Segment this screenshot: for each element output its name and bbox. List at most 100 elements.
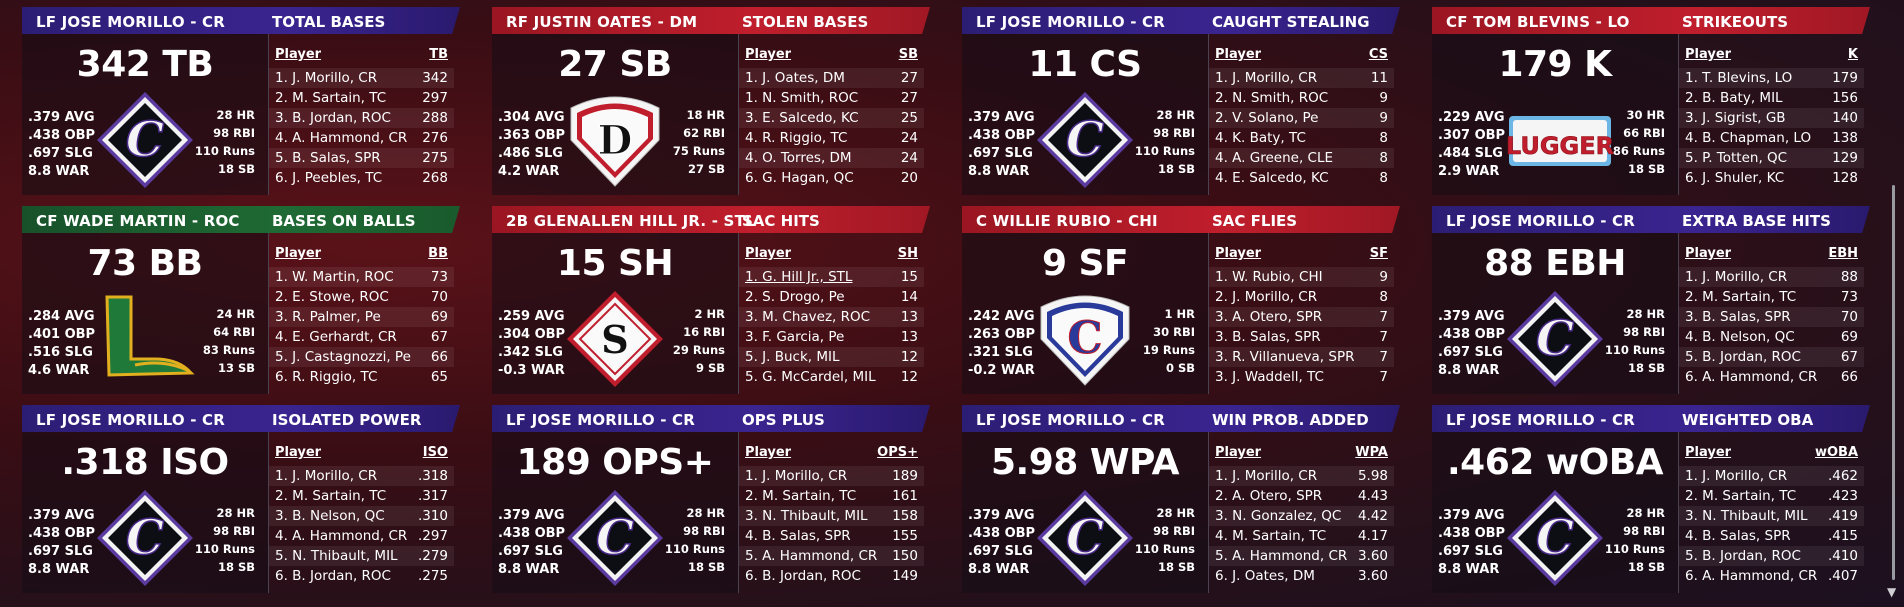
header-player[interactable]: LF JOSE MORILLO - CR — [976, 13, 1166, 31]
column-player[interactable]: Player — [745, 246, 792, 261]
column-stat[interactable]: K — [1847, 47, 1858, 62]
column-stat[interactable]: WPA — [1355, 445, 1388, 460]
leader-row[interactable]: 2. A. Otero, SPR 4.43 — [1209, 486, 1394, 506]
column-player[interactable]: Player — [1685, 445, 1732, 460]
leader-row[interactable]: 6. J. Shuler, KC 128 — [1679, 168, 1864, 188]
leader-row[interactable]: 4. A. Hammond, CR .297 — [269, 526, 454, 546]
leader-row[interactable]: 4. A. Hammond, CR 276 — [269, 128, 454, 148]
column-player[interactable]: Player — [1215, 47, 1262, 62]
leader-row[interactable]: 5. B. Jordan, ROC .410 — [1679, 546, 1864, 566]
leader-row[interactable]: 2. M. Sartain, TC 161 — [739, 486, 924, 506]
column-stat[interactable]: SH — [897, 246, 918, 261]
scroll-down-arrow-icon[interactable]: ▼ — [1887, 585, 1897, 599]
column-player[interactable]: Player — [275, 246, 322, 261]
leader-row[interactable]: 4. E. Salcedo, KC 8 — [1209, 168, 1394, 188]
column-player[interactable]: Player — [275, 445, 322, 460]
leader-card[interactable]: 2B GLENALLEN HILL JR. - STL SAC HITS 15 SH… — [492, 206, 930, 394]
leader-row[interactable]: 4. B. Nelson, QC 69 — [1679, 327, 1864, 347]
leader-row[interactable]: 6. J. Oates, DM 3.60 — [1209, 566, 1394, 586]
column-stat[interactable]: EBH — [1828, 246, 1858, 261]
leader-row[interactable]: 3. B. Salas, SPR 70 — [1679, 307, 1864, 327]
column-player[interactable]: Player — [1215, 246, 1262, 261]
leader-row[interactable]: 1. W. Rubio, CHI 9 — [1209, 267, 1394, 287]
leader-row[interactable]: 3. E. Salcedo, KC 25 — [739, 108, 924, 128]
leader-card[interactable]: CF WADE MARTIN - ROC BASES ON BALLS 73 BB.… — [22, 206, 460, 394]
leader-row[interactable]: 1. J. Morillo, CR 5.98 — [1209, 466, 1394, 486]
leader-row[interactable]: 6. R. Riggio, TC 65 — [269, 367, 454, 387]
column-stat[interactable]: SF — [1369, 246, 1388, 261]
leader-row[interactable]: 6. A. Hammond, CR .407 — [1679, 566, 1864, 586]
leader-row[interactable]: 5. J. Buck, MIL 12 — [739, 347, 924, 367]
column-stat[interactable]: wOBA — [1814, 445, 1858, 460]
leader-card[interactable]: LF JOSE MORILLO - CR TOTAL BASES 342 TB .37… — [22, 7, 460, 195]
leader-row[interactable]: 1. J. Morillo, CR 189 — [739, 466, 924, 486]
column-player[interactable]: Player — [275, 47, 322, 62]
leader-row[interactable]: 5. B. Jordan, ROC 67 — [1679, 347, 1864, 367]
leader-row[interactable]: 6. A. Hammond, CR 66 — [1679, 367, 1864, 387]
leader-row[interactable]: 1. T. Blevins, LO 179 — [1679, 68, 1864, 88]
header-player[interactable]: LF JOSE MORILLO - CR — [1446, 411, 1636, 429]
leader-row[interactable]: 2. M. Sartain, TC 73 — [1679, 287, 1864, 307]
leader-row[interactable]: 3. N. Thibault, MIL .419 — [1679, 506, 1864, 526]
leader-card[interactable]: CF TOM BLEVINS - LO STRIKEOUTS 179 K .229 A… — [1432, 7, 1870, 195]
header-player[interactable]: CF WADE MARTIN - ROC — [36, 212, 240, 230]
column-player[interactable]: Player — [1685, 47, 1732, 62]
column-stat[interactable]: OPS+ — [877, 445, 918, 460]
leader-row[interactable]: 3. N. Gonzalez, QC 4.42 — [1209, 506, 1394, 526]
leader-row[interactable]: 2. M. Sartain, TC .317 — [269, 486, 454, 506]
column-stat[interactable]: CS — [1368, 47, 1388, 62]
leader-row[interactable]: 1. J. Morillo, CR 11 — [1209, 68, 1394, 88]
leader-card[interactable]: LF JOSE MORILLO - CR OPS PLUS 189 OPS+ .379… — [492, 405, 930, 593]
leader-row[interactable]: 3. B. Jordan, ROC 288 — [269, 108, 454, 128]
leader-row[interactable]: 3. B. Salas, SPR 7 — [1209, 327, 1394, 347]
leader-row[interactable]: 4. E. Gerhardt, CR 67 — [269, 327, 454, 347]
leader-card[interactable]: C WILLIE RUBIO - CHI SAC FLIES 9 SF .242 AV… — [962, 206, 1400, 394]
column-player[interactable]: Player — [745, 47, 792, 62]
column-player[interactable]: Player — [745, 445, 792, 460]
leader-row[interactable]: 5. N. Thibault, MIL .279 — [269, 546, 454, 566]
leader-row[interactable]: 2. V. Solano, Pe 9 — [1209, 108, 1394, 128]
column-player[interactable]: Player — [1215, 445, 1262, 460]
leader-row[interactable]: 4. B. Salas, SPR .415 — [1679, 526, 1864, 546]
vertical-scrollbar[interactable] — [1892, 185, 1895, 580]
leader-card[interactable]: RF JUSTIN OATES - DM STOLEN BASES 27 SB .30… — [492, 7, 930, 195]
header-player[interactable]: RF JUSTIN OATES - DM — [506, 13, 698, 31]
leader-row[interactable]: 1. J. Morillo, CR .318 — [269, 466, 454, 486]
leader-row[interactable]: 2. B. Baty, MIL 156 — [1679, 88, 1864, 108]
header-player[interactable]: LF JOSE MORILLO - CR — [36, 13, 226, 31]
header-player[interactable]: LF JOSE MORILLO - CR — [976, 411, 1166, 429]
leader-row[interactable]: 2. S. Drogo, Pe 14 — [739, 287, 924, 307]
leader-row[interactable]: 3. J. Waddell, TC 7 — [1209, 367, 1394, 387]
leader-row[interactable]: 5. P. Totten, QC 129 — [1679, 148, 1864, 168]
leader-row[interactable]: 1. N. Smith, ROC 27 — [739, 88, 924, 108]
leader-row[interactable]: 4. O. Torres, DM 24 — [739, 148, 924, 168]
leader-card[interactable]: LF JOSE MORILLO - CR EXTRA BASE HITS 88 EB… — [1432, 206, 1870, 394]
leader-row[interactable]: 5. A. Hammond, CR 150 — [739, 546, 924, 566]
leader-row[interactable]: 4. B. Chapman, LO 138 — [1679, 128, 1864, 148]
header-player[interactable]: LF JOSE MORILLO - CR — [36, 411, 226, 429]
leader-row[interactable]: 6. G. Hagan, QC 20 — [739, 168, 924, 188]
leader-row[interactable]: 5. G. McCardel, MIL 12 — [739, 367, 924, 387]
leader-row[interactable]: 6. B. Jordan, ROC 149 — [739, 566, 924, 586]
leader-row[interactable]: 4. K. Baty, TC 8 — [1209, 128, 1394, 148]
leader-row[interactable]: 1. G. Hill Jr., STL 15 — [739, 267, 924, 287]
header-player[interactable]: LF JOSE MORILLO - CR — [506, 411, 696, 429]
leader-row[interactable]: 3. A. Otero, SPR 7 — [1209, 307, 1394, 327]
leader-card[interactable]: LF JOSE MORILLO - CR ISOLATED POWER .318 I… — [22, 405, 460, 593]
leader-row[interactable]: 3. R. Palmer, Pe 69 — [269, 307, 454, 327]
leader-row[interactable]: 6. B. Jordan, ROC .275 — [269, 566, 454, 586]
leader-row[interactable]: 4. A. Greene, CLE 8 — [1209, 148, 1394, 168]
leader-row[interactable]: 1. W. Martin, ROC 73 — [269, 267, 454, 287]
column-player[interactable]: Player — [1685, 246, 1732, 261]
column-stat[interactable]: SB — [898, 47, 918, 62]
leader-card[interactable]: LF JOSE MORILLO - CR CAUGHT STEALING 11 CS… — [962, 7, 1400, 195]
column-stat[interactable]: BB — [428, 246, 448, 261]
leader-card[interactable]: LF JOSE MORILLO - CR WIN PROB. ADDED 5.98 … — [962, 405, 1400, 593]
header-player[interactable]: C WILLIE RUBIO - CHI — [976, 212, 1158, 230]
leader-row[interactable]: 1. J. Oates, DM 27 — [739, 68, 924, 88]
column-stat[interactable]: TB — [429, 47, 448, 62]
header-player[interactable]: LF JOSE MORILLO - CR — [1446, 212, 1636, 230]
leader-row[interactable]: 4. R. Riggio, TC 24 — [739, 128, 924, 148]
leader-row[interactable]: 3. B. Nelson, QC .310 — [269, 506, 454, 526]
leader-row[interactable]: 6. J. Peebles, TC 268 — [269, 168, 454, 188]
